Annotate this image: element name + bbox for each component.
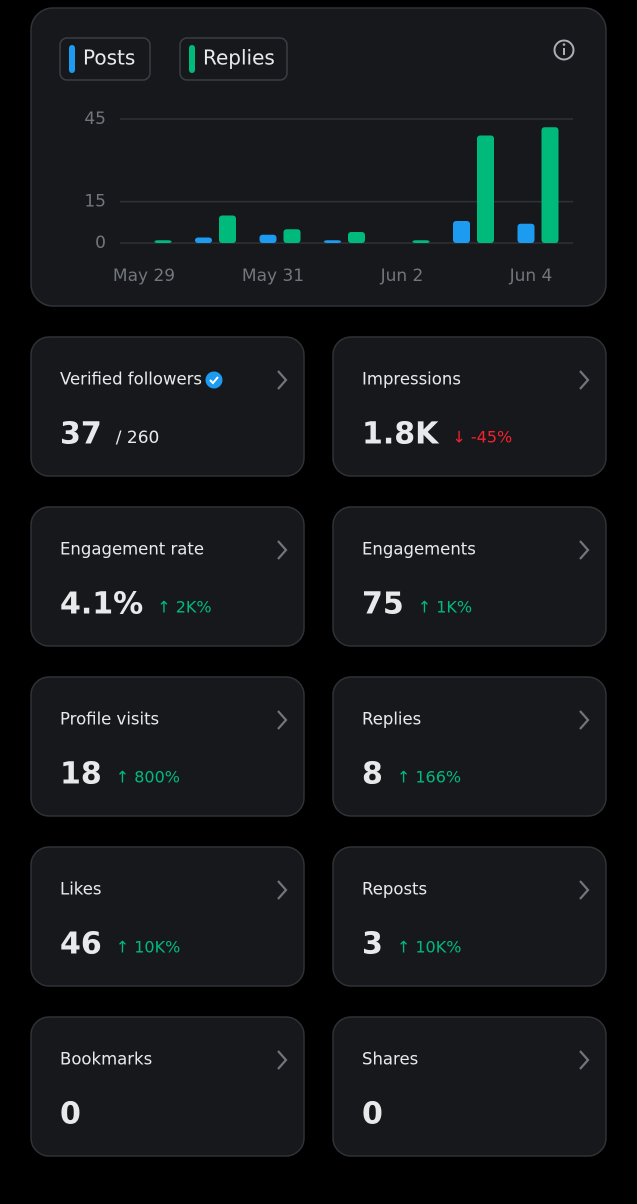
chevron bbox=[277, 710, 288, 730]
metric-card[interactable]: Reposts 3 ↑ 10K% bbox=[332, 846, 607, 987]
info-circle bbox=[553, 39, 575, 61]
y-tick-label: 0 bbox=[95, 233, 106, 253]
bar bbox=[195, 237, 212, 243]
legend-item[interactable]: Posts bbox=[59, 37, 151, 81]
bar bbox=[453, 220, 470, 243]
x-tick-label: May 29 bbox=[113, 266, 175, 286]
card-value: 0 bbox=[362, 1097, 383, 1132]
bar bbox=[517, 223, 535, 243]
card-label: Likes bbox=[60, 880, 102, 899]
card-value: 8 bbox=[362, 757, 383, 792]
card-background bbox=[30, 506, 305, 647]
metric-card[interactable]: Engagement rate 4.1% ↑ 2K% bbox=[30, 506, 305, 647]
card-label: Engagements bbox=[362, 540, 476, 559]
card-change: ↑ 166% bbox=[397, 768, 461, 787]
x-tick-label: Jun 2 bbox=[380, 266, 424, 286]
card-background bbox=[332, 846, 607, 987]
x-tick-label: May 31 bbox=[242, 266, 304, 286]
legend-label: Replies bbox=[203, 46, 275, 70]
chevron bbox=[579, 1050, 590, 1070]
bar bbox=[219, 215, 236, 243]
y-tick-label: 15 bbox=[84, 192, 106, 212]
legend-item[interactable]: Replies bbox=[179, 37, 288, 81]
verified-check bbox=[209, 376, 219, 385]
legend-label: Posts bbox=[83, 46, 135, 70]
card-label: Bookmarks bbox=[60, 1050, 152, 1069]
chevron bbox=[277, 370, 288, 390]
card-label: Replies bbox=[362, 710, 421, 729]
bar bbox=[324, 240, 341, 243]
card-label: Verified followers bbox=[60, 370, 202, 389]
chevron bbox=[579, 880, 590, 900]
chevron bbox=[277, 880, 288, 900]
metric-card[interactable]: Engagements 75 ↑ 1K% bbox=[332, 506, 607, 647]
info-icon[interactable] bbox=[553, 39, 575, 61]
legend-chip bbox=[179, 37, 288, 81]
chevron bbox=[579, 540, 590, 560]
metric-card[interactable]: Verified followers 37 / 260 bbox=[30, 336, 305, 477]
card-background bbox=[332, 336, 607, 477]
x-tick-label: Jun 4 bbox=[509, 266, 553, 286]
metric-card[interactable]: Shares 0 bbox=[332, 1016, 607, 1157]
card-change: ↑ 1K% bbox=[418, 598, 472, 617]
bar bbox=[412, 240, 430, 243]
card-background bbox=[332, 1016, 607, 1157]
bar bbox=[259, 234, 277, 243]
card-label: Reposts bbox=[362, 880, 427, 899]
chevron bbox=[579, 710, 590, 730]
chevron bbox=[277, 1050, 288, 1070]
card-background bbox=[332, 676, 607, 817]
metric-card[interactable]: Impressions 1.8K ↓ -45% bbox=[332, 336, 607, 477]
legend-swatch bbox=[69, 45, 75, 73]
bar bbox=[283, 229, 301, 243]
card-value: 3 bbox=[362, 927, 383, 962]
card-value: 1.8K bbox=[362, 417, 440, 452]
card-background bbox=[30, 676, 305, 817]
card-background bbox=[30, 846, 305, 987]
metric-card[interactable]: Likes 46 ↑ 10K% bbox=[30, 846, 305, 987]
verified-badge bbox=[205, 371, 223, 389]
metric-card[interactable]: Profile visits 18 ↑ 800% bbox=[30, 676, 305, 817]
card-value: 37 bbox=[60, 417, 102, 452]
bar bbox=[477, 135, 494, 243]
metric-card[interactable]: Replies 8 ↑ 166% bbox=[332, 676, 607, 817]
bar bbox=[154, 240, 172, 243]
metric-card[interactable]: Bookmarks 0 bbox=[30, 1016, 305, 1157]
card-change: ↑ 800% bbox=[116, 768, 180, 787]
chevron bbox=[277, 540, 288, 560]
bar bbox=[348, 231, 365, 243]
card-background bbox=[30, 336, 305, 477]
card-value: 46 bbox=[60, 927, 102, 962]
legend-swatch bbox=[189, 45, 195, 73]
card-background bbox=[332, 506, 607, 647]
info-dot bbox=[562, 43, 566, 46]
card-change: ↑ 10K% bbox=[116, 938, 181, 957]
card-label: Profile visits bbox=[60, 710, 159, 729]
y-tick-label: 45 bbox=[84, 109, 106, 129]
bar bbox=[541, 127, 559, 243]
card-label: Shares bbox=[362, 1050, 418, 1069]
card-background bbox=[30, 1016, 305, 1157]
card-change: ↑ 2K% bbox=[157, 598, 211, 617]
card-value: 0 bbox=[60, 1097, 81, 1132]
card-total: / 260 bbox=[116, 428, 160, 448]
card-value: 18 bbox=[60, 757, 102, 792]
chevron bbox=[579, 370, 590, 390]
card-label: Impressions bbox=[362, 370, 461, 389]
card-label: Engagement rate bbox=[60, 540, 204, 559]
card-value: 4.1% bbox=[60, 587, 143, 622]
legend-chip bbox=[59, 37, 151, 81]
card-change: ↓ -45% bbox=[452, 428, 512, 447]
card-value: 75 bbox=[362, 587, 404, 622]
card-change: ↑ 10K% bbox=[397, 938, 462, 957]
